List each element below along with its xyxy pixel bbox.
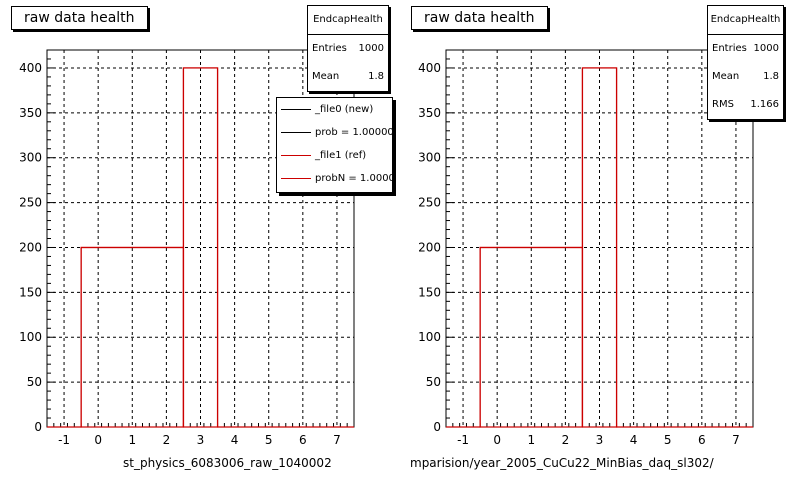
y-tick-label: 200 (418, 240, 441, 254)
x-tick-label: 0 (493, 433, 501, 447)
plot-title: raw data health (411, 6, 548, 30)
stats-label: Mean (312, 71, 340, 82)
y-tick-label: 400 (19, 61, 42, 75)
y-tick-label: 0 (34, 420, 42, 434)
legend-item-prob: prob = 1.000000 (277, 121, 392, 144)
histogram-bin-1 (182, 67, 219, 428)
stats-row-entries: Entries 1000 (308, 35, 388, 63)
legend: _file0 (new) prob = 1.000000 _file1 (ref… (276, 97, 393, 193)
y-tick-label: 200 (19, 240, 42, 254)
histogram-bin-1 (581, 67, 618, 428)
stats-value: 1000 (358, 43, 384, 54)
legend-item-probn: probN = 1.000000 (277, 167, 392, 190)
stats-value: 1.166 (750, 99, 779, 110)
legend-line-icon (281, 132, 311, 133)
histogram-panel-right: -1 0 1 2 3 4 5 6 7 0 50 100 150 200 250 300 350 400 raw d… (400, 0, 800, 480)
histogram-plot-left: -1 0 1 2 3 4 5 6 7 0 50 100 150 200 250 300 350 400 (19, 49, 355, 447)
stats-label: RMS (712, 99, 734, 110)
x-tick-label: 7 (333, 433, 341, 447)
x-tick-label: 1 (128, 433, 136, 447)
legend-item-ref: _file1 (ref) (277, 144, 392, 167)
stats-row-mean: Mean 1.8 (708, 63, 783, 91)
histogram-panel-left: -1 0 1 2 3 4 5 6 7 0 50 100 150 200 250 300 350 400 raw d… (11, 5, 393, 470)
stats-value: 1.8 (368, 71, 384, 82)
x-tick-label: 4 (231, 433, 239, 447)
stats-label: Entries (312, 43, 347, 54)
x-tick-label: -1 (457, 433, 469, 447)
y-tick-label: 350 (19, 106, 42, 120)
histogram-plot-right: -1 0 1 2 3 4 5 6 7 0 50 100 150 200 250 300 350 400 (418, 49, 754, 447)
y-tick-label: 100 (19, 330, 42, 344)
stats-row-rms: RMS 1.166 (708, 91, 783, 119)
x-tick-label: 6 (299, 433, 307, 447)
stats-row-mean: Mean 1.8 (308, 63, 388, 91)
x-tick-label: 4 (630, 433, 638, 447)
y-tick-label: 300 (19, 151, 42, 165)
legend-label: _file1 (ref) (315, 150, 367, 161)
stats-name: EndcapHealth (308, 6, 388, 35)
y-tick-label: 0 (433, 420, 441, 434)
y-tick-label: 50 (27, 375, 42, 389)
legend-item-new: _file0 (new) (277, 98, 392, 121)
stats-value: 1.8 (763, 71, 779, 82)
y-tick-label: 300 (418, 151, 441, 165)
x-tick-label: 3 (596, 433, 604, 447)
y-tick-label: 150 (19, 285, 42, 299)
legend-line-icon (281, 178, 311, 179)
legend-line-icon (281, 109, 311, 110)
stats-value: 1000 (753, 43, 779, 54)
y-tick-label: 400 (418, 61, 441, 75)
stats-label: Mean (712, 71, 740, 82)
stats-box: EndcapHealth Entries 1000 Mean 1.8 RMS 1… (707, 5, 784, 120)
y-tick-label: 100 (418, 330, 441, 344)
legend-label: prob = 1.000000 (315, 127, 393, 138)
stats-row-entries: Entries 1000 (708, 35, 783, 63)
stats-name: EndcapHealth (708, 6, 783, 35)
plot-title: raw data health (11, 6, 148, 30)
x-tick-label: 7 (732, 433, 740, 447)
x-tick-label: 3 (197, 433, 205, 447)
x-tick-label: 0 (94, 433, 102, 447)
stats-box: EndcapHealth Entries 1000 Mean 1.8 (307, 5, 389, 92)
x-tick-label: -1 (58, 433, 70, 447)
stats-label: Entries (712, 43, 747, 54)
x-axis-label: st_physics_6083006_raw_1040002 (123, 456, 332, 470)
x-tick-label: 2 (562, 433, 570, 447)
y-tick-label: 150 (418, 285, 441, 299)
legend-label: _file0 (new) (315, 104, 374, 115)
y-tick-label: 50 (426, 375, 441, 389)
x-tick-label: 6 (698, 433, 706, 447)
y-tick-label: 350 (418, 106, 441, 120)
legend-line-icon (281, 155, 311, 156)
y-tick-label: 250 (19, 196, 42, 210)
legend-label: probN = 1.000000 (315, 173, 392, 184)
x-tick-label: 2 (163, 433, 171, 447)
y-tick-label: 250 (418, 196, 441, 210)
x-tick-label: 5 (265, 433, 273, 447)
x-axis-label: mparision/year_2005_CuCu22_MinBias_daq_s… (410, 456, 714, 470)
x-tick-label: 5 (664, 433, 672, 447)
x-tick-label: 1 (527, 433, 535, 447)
